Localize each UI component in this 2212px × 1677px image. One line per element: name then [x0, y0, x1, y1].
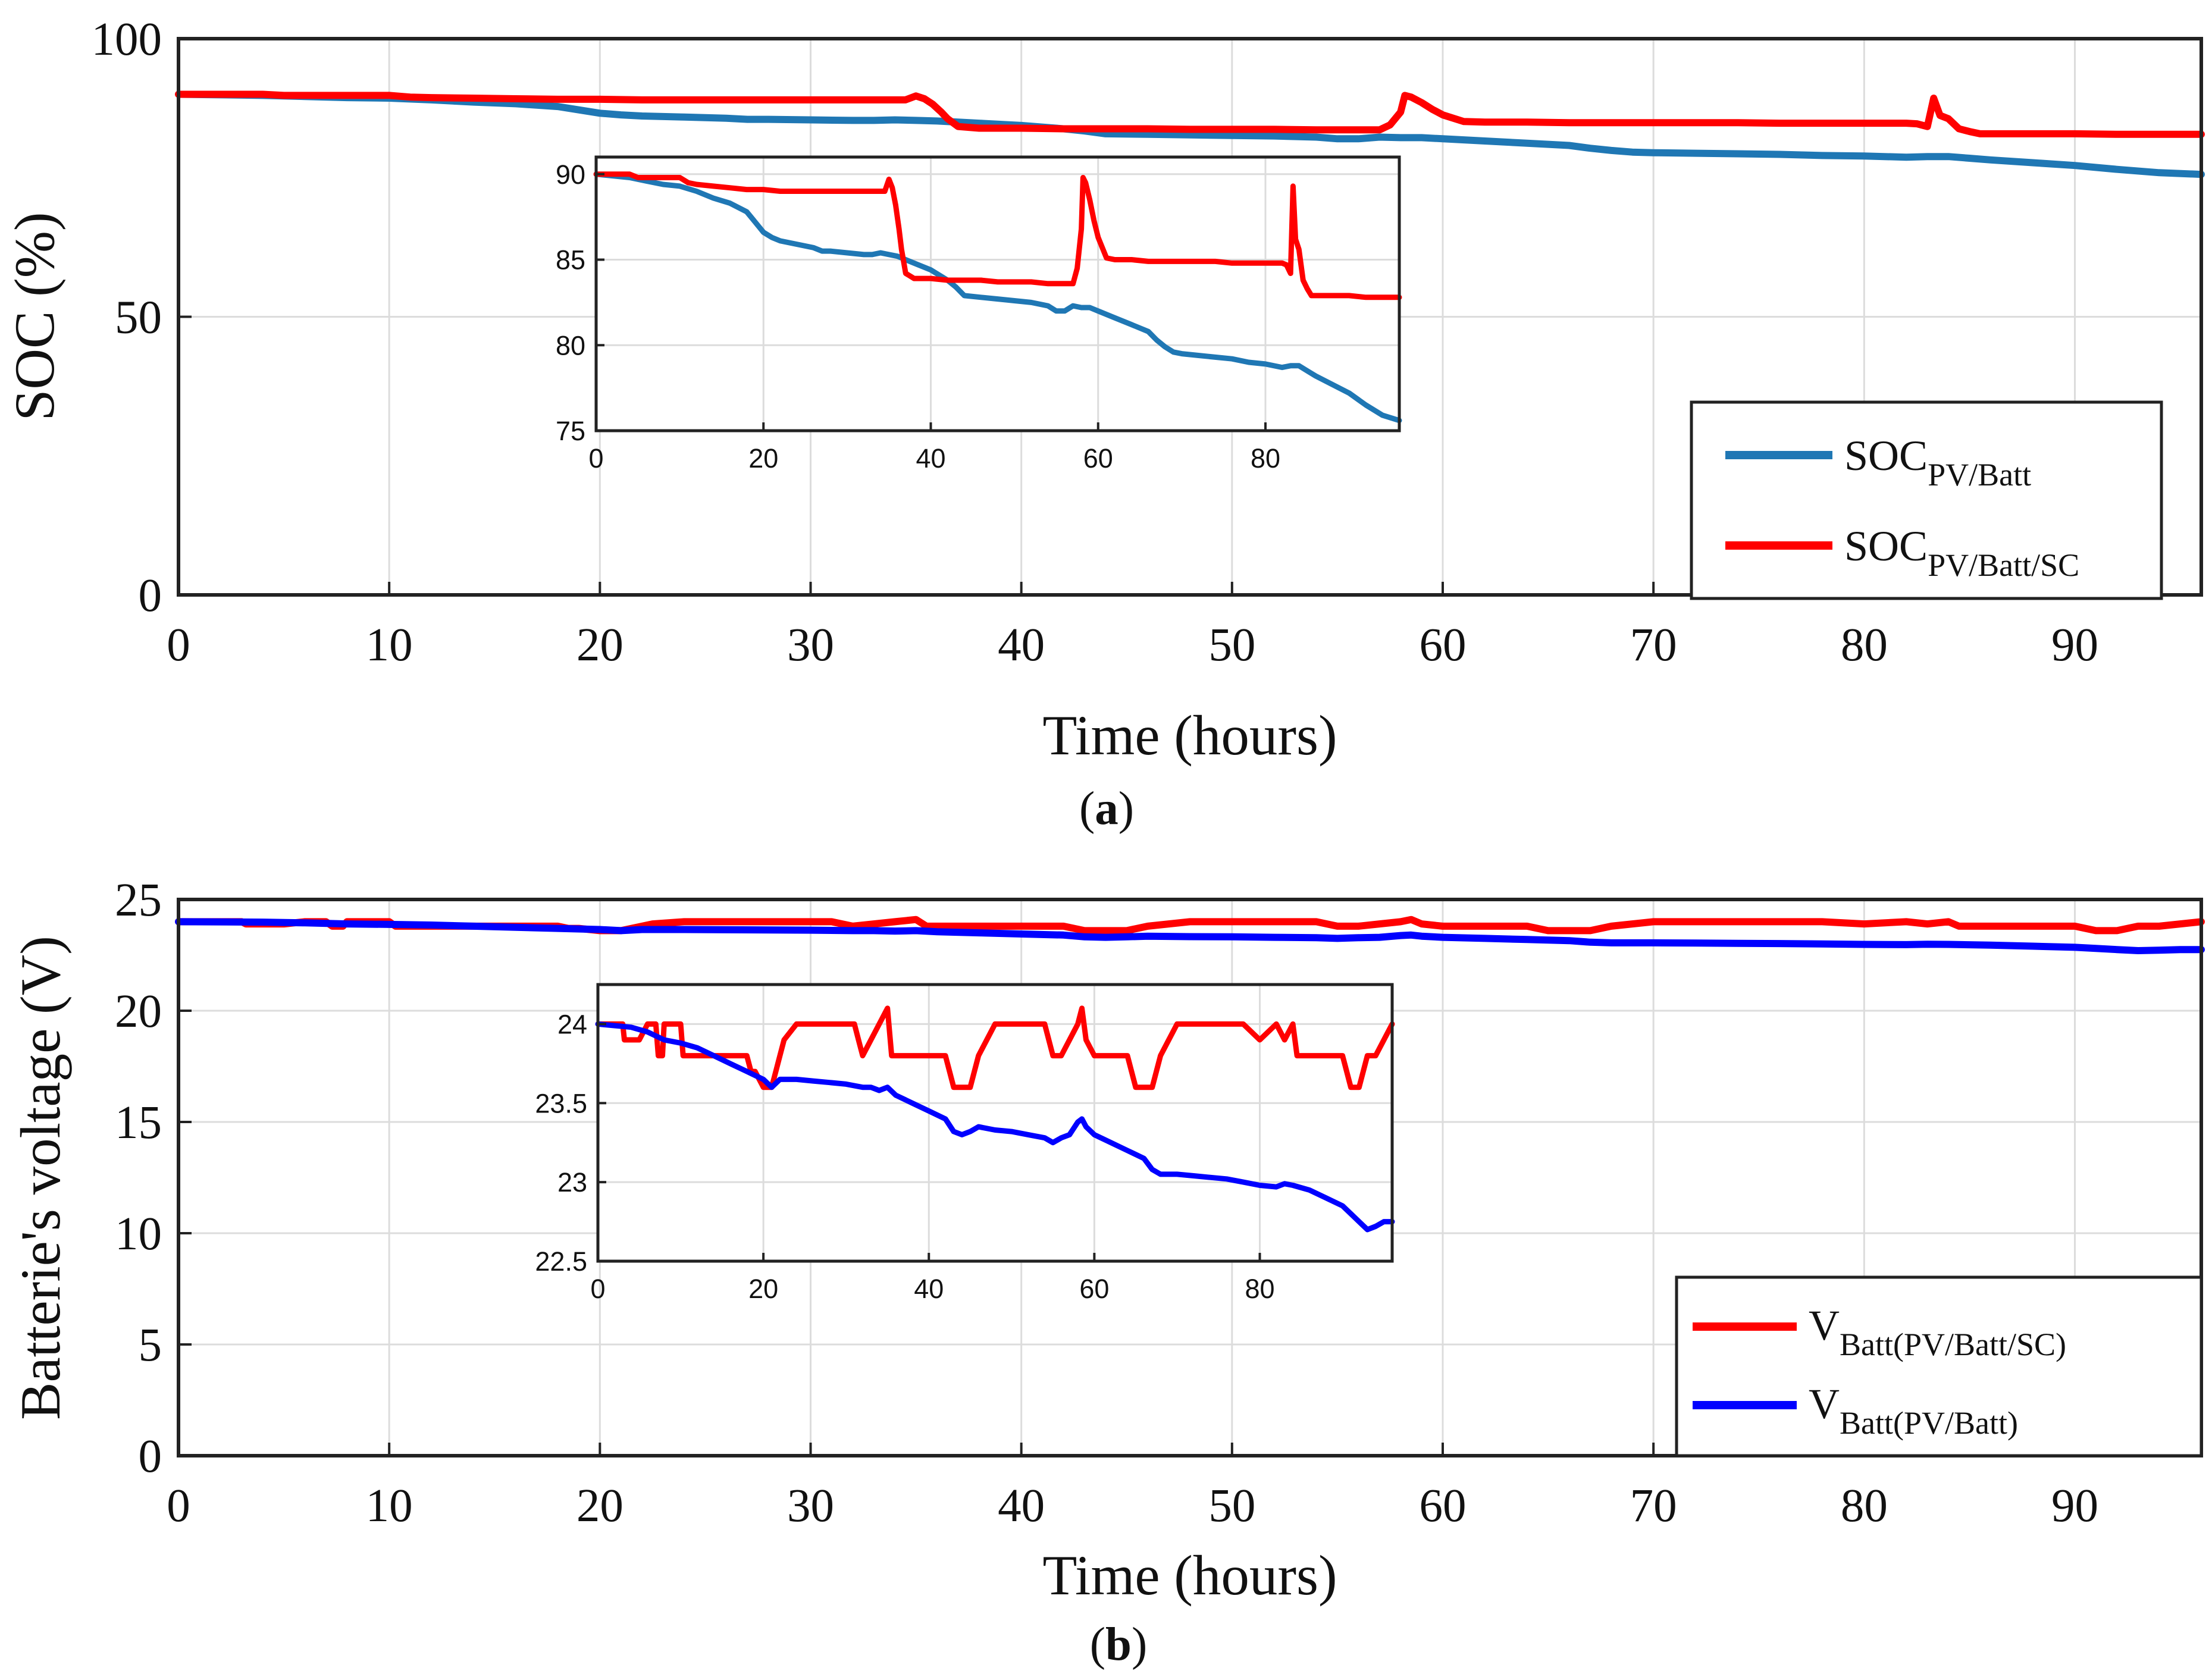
x-tick-label-a: 70: [1630, 619, 1677, 671]
x-tick-label-b: 20: [577, 1480, 624, 1532]
legend-entry-v-batt-pv-batt: VBatt(PV/Batt): [1809, 1380, 2018, 1441]
panel-label-a: (a): [1079, 783, 1134, 835]
y-axis-label-b: Batterie's voltage (V): [9, 936, 72, 1420]
ticks-a: 0 10 20 30 40 50 60 70 80 90 0 50 100: [92, 14, 2099, 671]
chart-a: 0 10 20 30 40 50 60 70 80 90 0 50 100 Time (hours) S…: [3, 14, 2205, 835]
y-tick-label-a: 0: [139, 570, 162, 622]
legend-entry-soc-pv-batt-sc: SOCPV/Batt/SC: [1844, 522, 2079, 583]
inset-series-group-b: [595, 1005, 1395, 1233]
inset-series-line-v-batt-pv-batt: [595, 1021, 1395, 1233]
series-line-soc-pv-batt: [175, 90, 2205, 178]
legend-box-a: [1690, 400, 2163, 600]
inset-y-tick-label-a: 90: [556, 159, 585, 190]
panel-letter-a: a: [1095, 783, 1118, 835]
inset-x-tick-label-b: 60: [1079, 1274, 1109, 1304]
inset-ticks-a: 0 20 40 60 80 75 80 85 90: [556, 159, 1280, 474]
x-tick-label-b: 90: [2051, 1480, 2098, 1532]
inset-series-line-v-batt-pv-batt-sc: [595, 1005, 1395, 1090]
x-tick-label-a: 30: [787, 619, 834, 671]
inset-y-tick-label-a: 85: [556, 245, 585, 275]
legend-b: VBatt(PV/Batt/SC) VBatt(PV/Batt): [1675, 1275, 2203, 1457]
legend-a: SOCPV/Batt SOCPV/Batt/SC: [1690, 400, 2163, 600]
series-group-a: [175, 90, 2205, 178]
inset-series-group-a: [593, 171, 1402, 424]
x-tick-label-a: 20: [577, 619, 624, 671]
legend-main-v-batt-pv-batt: V: [1809, 1380, 1840, 1428]
series-line-soc-pv-batt-sc: [175, 90, 2205, 138]
legend-sub-soc-pv-batt-sc: PV/Batt/SC: [1928, 547, 2079, 583]
x-tick-label-b: 30: [787, 1480, 834, 1532]
inset-y-tick-label-a: 75: [556, 416, 585, 446]
y-axis-label-a: SOC (%): [3, 212, 66, 421]
x-tick-label-a: 0: [167, 619, 190, 671]
x-tick-label-a: 90: [2051, 619, 2098, 671]
inset-x-tick-label-a: 0: [588, 443, 603, 474]
panel-letter-b: b: [1105, 1619, 1132, 1670]
inset-ticks-b: 0 20 40 60 80 22.5 23 23.5 24: [535, 1009, 1274, 1304]
inset-x-tick-label-a: 20: [748, 443, 778, 474]
inset-x-tick-label-a: 80: [1251, 443, 1280, 474]
legend-sub-soc-pv-batt: PV/Batt: [1928, 457, 2031, 493]
x-axis-label-a: Time (hours): [1042, 704, 1337, 767]
x-tick-label-b: 60: [1420, 1480, 1467, 1532]
legend-sub-v-batt-pv-batt: Batt(PV/Batt): [1840, 1405, 2018, 1441]
x-tick-label-b: 0: [167, 1480, 190, 1532]
ticks-b: 0 10 20 30 40 50 60 70 80 90 0 5 10 15 20 25: [115, 874, 2098, 1532]
inset-a: 0 20 40 60 80 75 80 85 90: [556, 155, 1402, 474]
inset-y-tick-label-b: 23: [557, 1167, 587, 1198]
y-tick-label-b: 10: [115, 1208, 162, 1260]
x-tick-label-a: 50: [1208, 619, 1255, 671]
inset-y-tick-label-b: 23.5: [535, 1088, 587, 1118]
y-tick-label-b: 20: [115, 986, 162, 1037]
x-tick-label-b: 10: [366, 1480, 413, 1532]
panel-label-b: (b): [1090, 1619, 1148, 1670]
x-tick-label-a: 60: [1420, 619, 1467, 671]
legend-main-soc-pv-batt: SOC: [1844, 432, 1928, 479]
inset-x-tick-label-b: 40: [914, 1274, 944, 1304]
inset-y-tick-label-b: 24: [557, 1009, 587, 1039]
plot-frame-b: [177, 898, 2203, 1457]
chart-b: 0 10 20 30 40 50 60 70 80 90 0 5 10 15 20 25 Time (hour…: [9, 874, 2205, 1670]
x-tick-label-a: 80: [1841, 619, 1888, 671]
y-tick-label-b: 5: [139, 1319, 162, 1371]
inset-b: 0 20 40 60 80 22.5 23 23.5 24: [535, 983, 1395, 1304]
inset-x-tick-label-b: 80: [1245, 1274, 1274, 1304]
x-tick-label-b: 80: [1841, 1480, 1888, 1532]
inset-x-tick-label-b: 20: [748, 1274, 778, 1304]
legend-entry-soc-pv-batt: SOCPV/Batt: [1844, 432, 2031, 493]
inset-y-tick-label-b: 22.5: [535, 1246, 587, 1277]
legend-sub-v-batt-pv-batt-sc: Batt(PV/Batt/SC): [1840, 1327, 2066, 1362]
inset-x-tick-label-a: 40: [916, 443, 945, 474]
x-tick-label-b: 70: [1630, 1480, 1677, 1532]
inset-frame-b: [596, 983, 1394, 1263]
y-tick-label-b: 25: [115, 874, 162, 926]
x-tick-label-a: 40: [998, 619, 1045, 671]
x-tick-label-b: 40: [998, 1480, 1045, 1532]
inset-frame-a: [594, 155, 1401, 432]
inset-y-tick-label-a: 80: [556, 330, 585, 361]
inset-x-tick-label-b: 0: [590, 1274, 605, 1304]
series-line-v-batt-pv-batt: [175, 918, 2205, 954]
inset-series-line-soc-pv-batt-sc: [593, 171, 1402, 300]
legend-box-b: [1675, 1275, 2203, 1457]
x-tick-label-a: 10: [366, 619, 413, 671]
y-tick-label-a: 100: [92, 14, 162, 65]
legend-entry-v-batt-pv-batt-sc: VBatt(PV/Batt/SC): [1809, 1302, 2066, 1362]
x-tick-label-b: 50: [1208, 1480, 1255, 1532]
x-axis-label-b: Time (hours): [1042, 1544, 1337, 1607]
inset-series-line-soc-pv-batt: [593, 171, 1402, 424]
legend-main-soc-pv-batt-sc: SOC: [1844, 522, 1928, 570]
inset-x-tick-label-a: 60: [1083, 443, 1113, 474]
legend-main-v-batt-pv-batt-sc: V: [1809, 1302, 1840, 1349]
series-group-b: [175, 916, 2205, 954]
y-tick-label-b: 0: [139, 1431, 162, 1482]
y-tick-label-a: 50: [115, 292, 162, 344]
y-tick-label-b: 15: [115, 1097, 162, 1149]
